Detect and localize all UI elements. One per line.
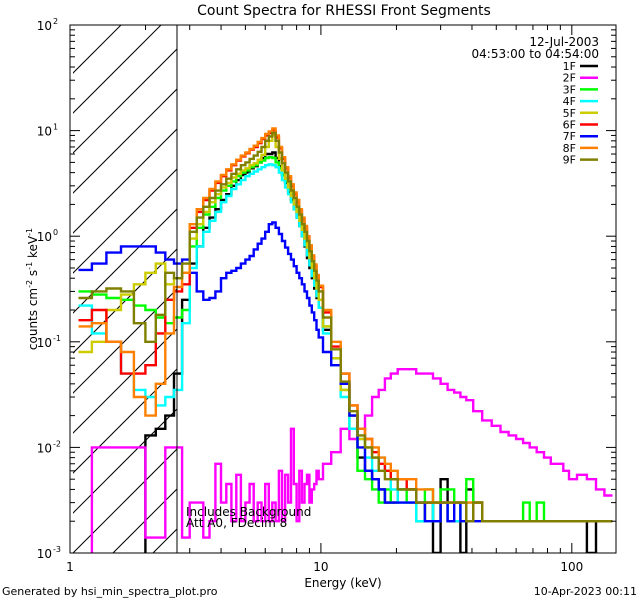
y-tick-label: 10 [37,336,52,350]
hatch-line [73,208,177,314]
y-tick-exponent: 0 [53,228,58,237]
series-line-2F [90,368,613,553]
hatch-line [73,88,177,194]
hatched-region [73,25,177,553]
annotation-attenuator: Att A0, FDecim 8 [186,516,287,530]
y-tick-label: 10 [37,547,52,561]
legend-label-8F: 8F [563,142,576,155]
legend-label-9F: 9F [563,154,576,167]
y-tick-exponent: -3 [53,545,61,554]
legend-label-3F: 3F [563,83,576,96]
y-tick-exponent: 2 [53,17,58,26]
time-range-text: 04:53:00 to 04:54:00 [472,47,599,61]
legend-label-1F: 1F [563,60,576,73]
legend-label-2F: 2F [563,72,576,85]
hatch-line [73,248,177,354]
legend-label-6F: 6F [563,119,576,132]
y-tick-exponent: 1 [53,123,58,132]
hatch-line [73,408,177,514]
legend-label-4F: 4F [563,95,576,108]
chart-title: Count Spectra for RHESSI Front Segments [197,3,491,19]
x-tick-label: 10 [313,560,328,574]
date-text: 12-Jul-2003 [529,35,599,49]
hatch-line [73,368,177,474]
y-tick-exponent: -2 [53,439,61,448]
footer-right: 10-Apr-2023 00:11 [534,585,637,598]
y-tick-label: 10 [37,441,52,455]
y-tick-label: 10 [37,125,52,139]
series-layer [78,127,613,553]
annotation-background: Includes Background [186,505,311,519]
hatch-line [73,48,177,154]
x-axis-label: Energy (keV) [304,576,381,590]
legend-label-7F: 7F [563,130,576,143]
plot-frame [69,24,617,554]
footer-left: Generated by hsi_min_spectra_plot.pro [2,585,218,598]
x-tick-label: 1 [66,560,74,574]
y-axis-label: counts cm-2 s-1 keV-1 [25,228,40,350]
y-tick-exponent: -1 [53,334,61,343]
legend-label-5F: 5F [563,107,576,120]
series-line-7F [78,221,613,523]
y-tick-label: 10 [37,19,52,33]
series-line-9F [78,131,613,523]
hatch-line [73,448,177,553]
y-tick-label: 10 [37,230,52,244]
x-tick-label: 100 [560,560,583,574]
